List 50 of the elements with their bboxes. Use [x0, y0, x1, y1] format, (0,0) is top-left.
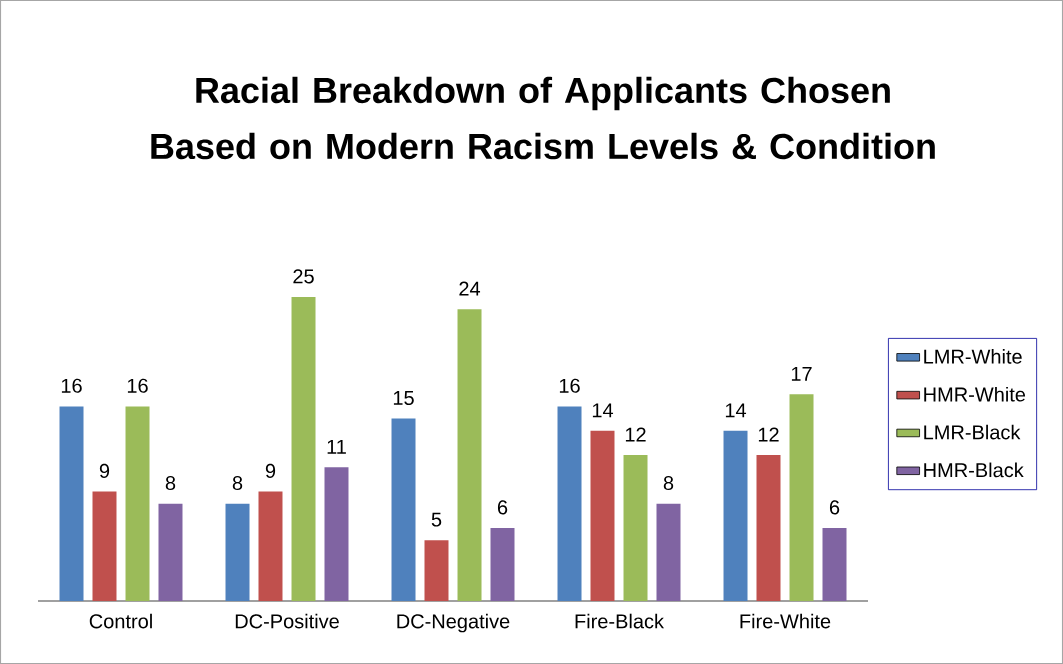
data-label: 9: [265, 463, 276, 478]
data-label: 24: [459, 281, 481, 296]
data-label: 25: [293, 269, 314, 284]
bar: [258, 491, 283, 601]
data-label: 16: [127, 378, 148, 393]
data-label: 5: [431, 512, 442, 527]
chart-title: Racial Breakdown of Applicants Chosen Based on Modern Racism Levels & Condition: [151, 76, 935, 160]
data-label: 14: [592, 403, 614, 418]
x-tick-label: DC-Negative: [397, 613, 510, 633]
bar: [723, 430, 748, 601]
data-label: 17: [791, 366, 812, 381]
data-label: 9: [99, 463, 110, 478]
bar: [557, 406, 582, 601]
data-label: 12: [758, 427, 779, 442]
bar: [656, 503, 681, 601]
data-label: 15: [393, 391, 414, 405]
data-label: 8: [232, 475, 243, 491]
data-label: 16: [61, 378, 82, 393]
bar: [291, 297, 316, 601]
legend-label: LMR-White: [924, 349, 1022, 364]
bar: [424, 540, 449, 601]
bar: [125, 406, 150, 601]
data-label: 12: [625, 427, 646, 442]
bar: [623, 455, 648, 601]
bar: [59, 406, 84, 601]
x-tick-label: Fire-Black: [575, 613, 665, 629]
bar: [158, 503, 183, 601]
data-label: 8: [663, 475, 674, 491]
data-label: 11: [327, 439, 346, 454]
data-label: 16: [559, 378, 580, 393]
x-tick-label: DC-Positive: [235, 613, 339, 629]
bar: [490, 528, 515, 601]
bar: [92, 491, 117, 601]
bar: [789, 394, 814, 601]
bar: [225, 503, 250, 601]
legend-label: LMR-Black: [924, 424, 1021, 440]
x-tick-label: Fire-White: [740, 613, 831, 629]
legend-label: HMR-Black: [924, 462, 1024, 478]
data-label: 6: [829, 500, 840, 515]
data-label: 8: [165, 475, 176, 491]
bar: [391, 418, 416, 601]
bar: [590, 430, 615, 601]
bar: [756, 455, 781, 601]
data-label: 14: [725, 403, 747, 418]
bar: [822, 528, 847, 601]
data-label: 6: [497, 500, 508, 515]
x-tick-label: Control: [89, 613, 152, 629]
legend-label: HMR-White: [924, 386, 1026, 402]
bar: [457, 309, 482, 601]
bar: [324, 467, 349, 601]
